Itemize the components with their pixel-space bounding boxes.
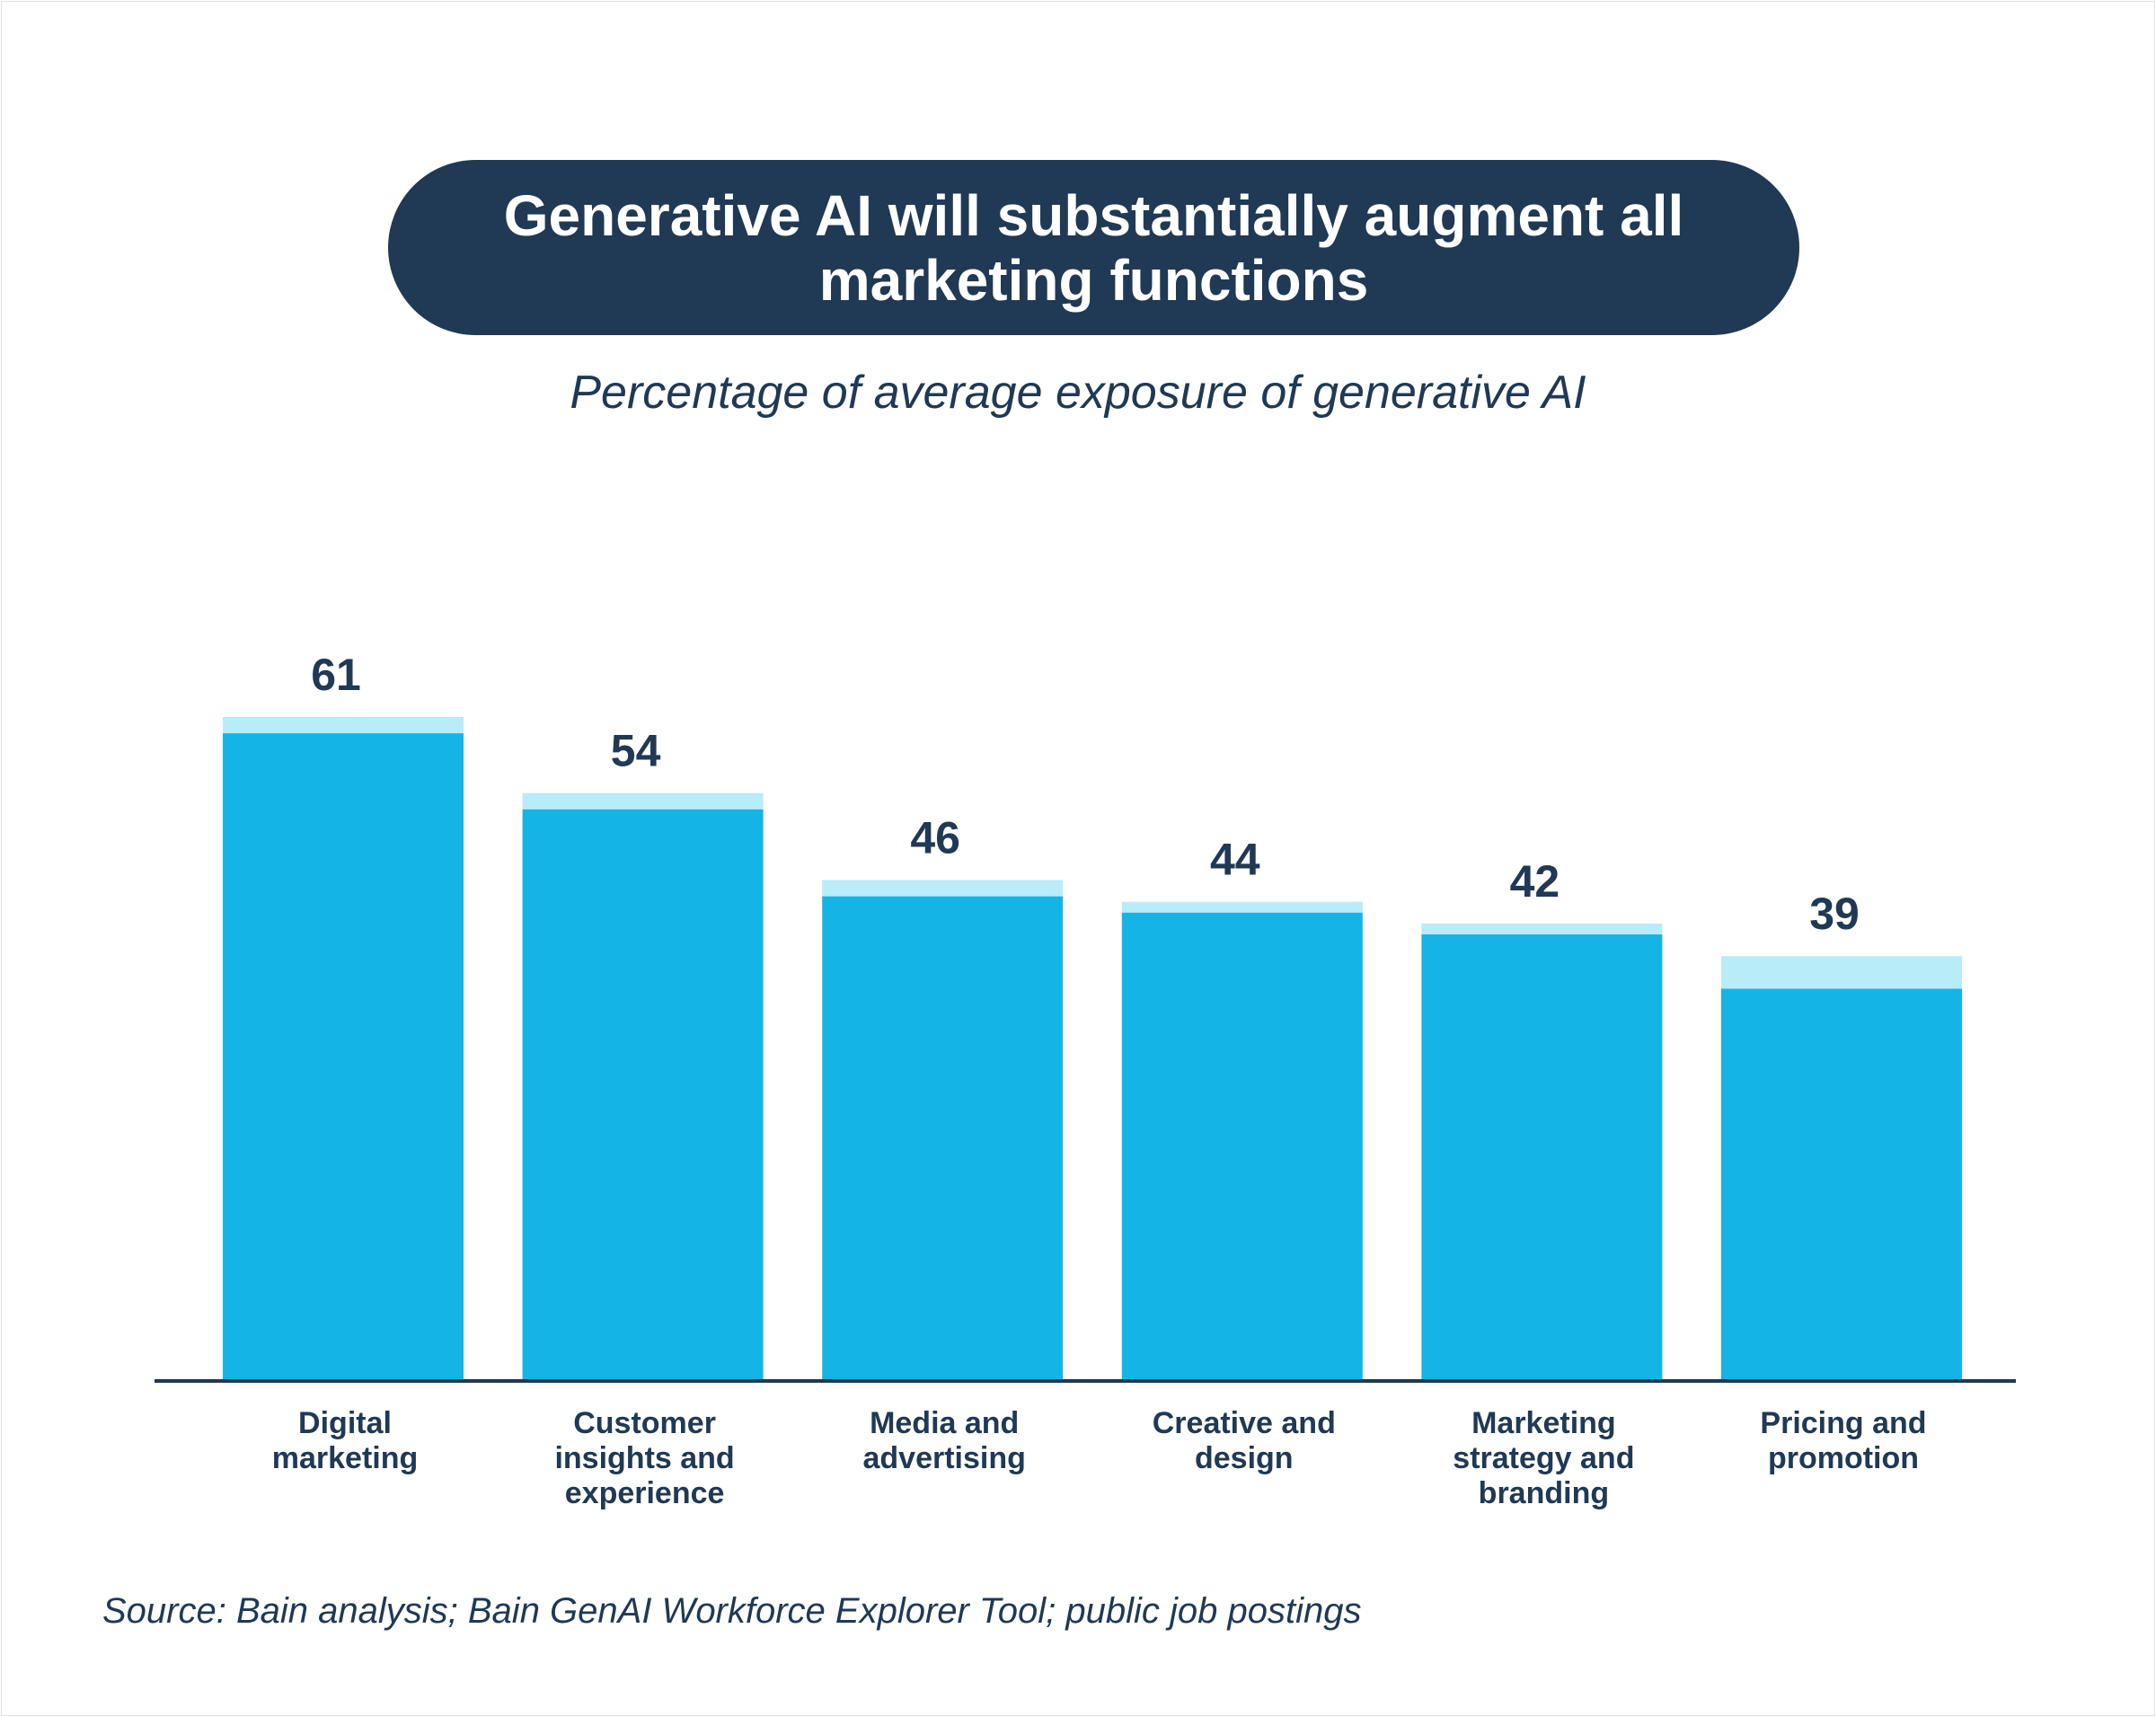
- bar: [522, 809, 764, 1380]
- bar: [1121, 912, 1363, 1380]
- category-label: Customer insights and experience: [554, 1406, 734, 1510]
- bar-cap: [522, 792, 764, 810]
- bar: [822, 896, 1064, 1380]
- category-label: Creative and design: [1153, 1406, 1336, 1475]
- data-label: 46: [910, 812, 960, 863]
- category-label: Media and advertising: [863, 1406, 1026, 1475]
- bar-cap: [1121, 901, 1363, 913]
- bar-cap: [223, 717, 464, 734]
- title-banner: Generative AI will substantially augment…: [388, 160, 1799, 335]
- bar: [1721, 988, 1962, 1380]
- chart-title: Generative AI will substantially augment…: [503, 182, 1684, 313]
- data-label: 44: [1210, 835, 1260, 885]
- chart-subtitle: Percentage of average exposure of genera…: [570, 367, 1586, 419]
- bar: [223, 733, 464, 1380]
- source-note: Source: Bain analysis; Bain GenAI Workfo…: [102, 1591, 1362, 1631]
- bar: [1421, 934, 1663, 1380]
- category-label: Marketing strategy and branding: [1453, 1406, 1634, 1510]
- data-label: 39: [1809, 889, 1860, 939]
- bar-cap: [1421, 923, 1663, 934]
- data-label: 54: [611, 726, 661, 776]
- bar-cap: [1721, 956, 1962, 989]
- category-label: Digital marketing: [272, 1406, 419, 1475]
- category-label: Pricing and promotion: [1760, 1406, 1926, 1475]
- bar-cap: [822, 880, 1064, 897]
- data-label: 42: [1510, 856, 1560, 907]
- data-label: 61: [311, 650, 361, 700]
